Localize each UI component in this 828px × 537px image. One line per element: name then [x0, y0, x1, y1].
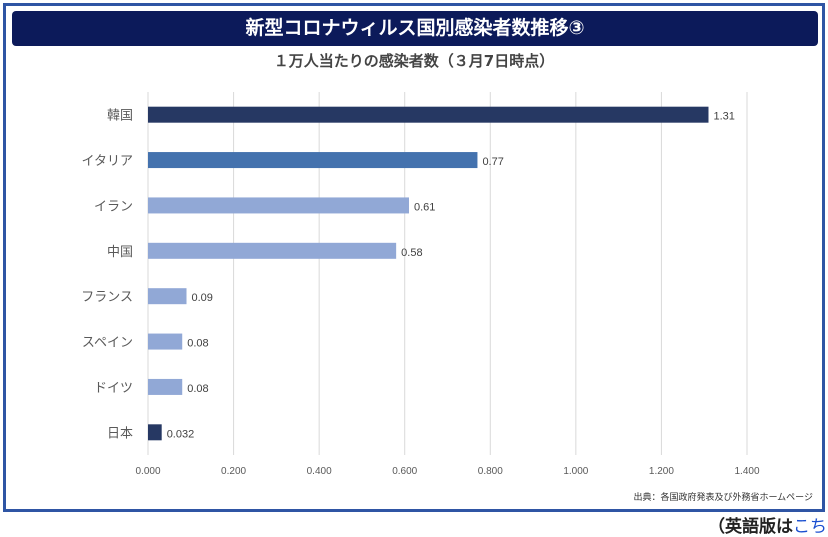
category-label: スペイン: [82, 336, 133, 351]
x-tick-label: 0.000: [135, 466, 160, 477]
data-label: 0.032: [167, 428, 195, 440]
x-tick-label: 1.000: [563, 466, 588, 477]
bar: [148, 424, 162, 441]
chart-title: １万人当たりの感染者数（３月7日時点）: [273, 52, 555, 70]
english-version-link[interactable]: こちら: [793, 517, 828, 537]
category-label: フランス: [81, 290, 133, 305]
bar: [148, 378, 183, 395]
footer-text: （英語版は: [708, 517, 793, 537]
bar: [148, 106, 709, 123]
bar: [148, 333, 183, 350]
data-label: 1.31: [713, 111, 734, 123]
category-label: 中国: [107, 245, 133, 260]
english-version-note: （英語版はこちら: [708, 512, 828, 537]
category-label: イタリア: [82, 154, 133, 169]
category-label: ドイツ: [94, 381, 133, 396]
data-label: 0.58: [401, 247, 422, 259]
bar: [148, 197, 409, 214]
data-label: 0.09: [192, 292, 213, 304]
source-note: 出典：各国政府発表及び外務省ホームページ: [633, 493, 813, 503]
x-tick-label: 0.400: [307, 466, 332, 477]
bar: [148, 288, 187, 305]
category-label: 韓国: [107, 109, 133, 124]
bar: [148, 152, 478, 169]
data-label: 0.08: [187, 338, 208, 350]
data-label: 0.08: [187, 383, 208, 395]
data-label: 0.77: [482, 156, 503, 168]
category-label: イラン: [94, 199, 133, 214]
data-label: 0.61: [414, 201, 435, 213]
page-title: 新型コロナウィルス国別感染者数推移③: [12, 11, 818, 46]
bar: [148, 242, 397, 259]
chart-frame: [3, 3, 825, 512]
x-tick-label: 1.200: [649, 466, 674, 477]
x-tick-label: 1.400: [734, 466, 759, 477]
x-tick-label: 0.800: [478, 466, 503, 477]
x-tick-label: 0.600: [392, 466, 417, 477]
category-label: 日本: [107, 426, 133, 441]
x-tick-label: 0.200: [221, 466, 246, 477]
